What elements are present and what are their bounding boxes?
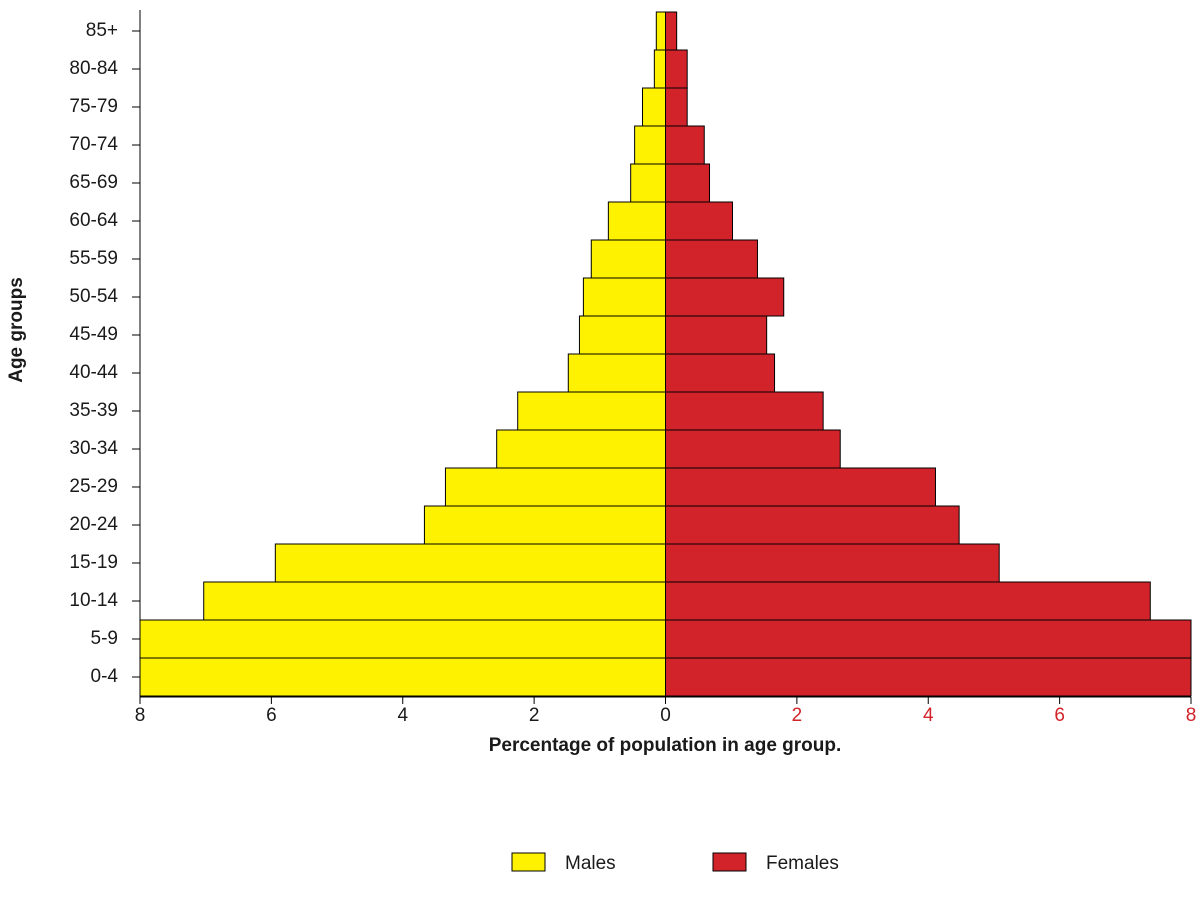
bar (665, 49, 688, 89)
y-tick-label: 45-49 (69, 324, 118, 345)
legend-label: Females (766, 853, 839, 874)
x-tick-label: 4 (397, 705, 408, 726)
y-tick-label: 20-24 (69, 514, 118, 535)
y-tick-label: 5-9 (91, 628, 118, 649)
y-tick-label: 80-84 (69, 58, 118, 79)
bar (582, 277, 666, 317)
x-tick-label: 2 (792, 705, 803, 726)
x-tick-label: 8 (1186, 705, 1197, 726)
bar (665, 391, 824, 431)
bar (653, 49, 667, 89)
x-axis-label: Percentage of population in age group. (489, 735, 842, 756)
bar (665, 353, 776, 393)
x-tick-label: 0 (660, 705, 671, 726)
bar (139, 657, 666, 697)
bar (665, 201, 734, 241)
bar (665, 657, 1192, 697)
x-tick-label: 8 (135, 705, 146, 726)
legend-swatch (712, 852, 747, 872)
y-tick-label: 40-44 (69, 362, 118, 383)
y-tick-label: 30-34 (69, 438, 118, 459)
y-tick-label: 60-64 (69, 210, 118, 231)
y-tick-label: 55-59 (69, 248, 118, 269)
y-axis-label: Age groups (6, 277, 27, 383)
bar (607, 201, 666, 241)
bar (517, 391, 666, 431)
bar (139, 619, 666, 659)
bar (665, 429, 841, 469)
y-tick-label: 10-14 (69, 590, 118, 611)
x-tick-label: 6 (1054, 705, 1065, 726)
y-tick-label: 35-39 (69, 400, 118, 421)
bar (665, 619, 1192, 659)
y-tick-label: 15-19 (69, 552, 118, 573)
bar (578, 315, 667, 355)
bar (665, 11, 678, 51)
bar (665, 239, 758, 279)
bar (665, 87, 688, 127)
x-tick-label: 6 (266, 705, 277, 726)
y-tick-label: 0-4 (91, 666, 119, 687)
bar (665, 315, 768, 355)
bar (665, 277, 785, 317)
y-tick-label: 25-29 (69, 476, 118, 497)
bar (630, 163, 666, 203)
bar (665, 581, 1151, 621)
y-tick-label: 75-79 (69, 96, 118, 117)
bar (423, 505, 666, 545)
y-tick-label: 65-69 (69, 172, 118, 193)
bar (665, 125, 705, 165)
bar (567, 353, 666, 393)
x-tick-label: 4 (923, 705, 934, 726)
x-tick-label: 2 (529, 705, 540, 726)
bar (634, 125, 667, 165)
legend-label: Males (565, 853, 616, 874)
bar (655, 11, 667, 51)
bar (590, 239, 667, 279)
y-tick-label: 85+ (86, 20, 118, 41)
bar (665, 505, 960, 545)
y-tick-label: 50-54 (69, 286, 118, 307)
bar (444, 467, 666, 507)
bar (642, 87, 667, 127)
bar (496, 429, 667, 469)
bar (665, 543, 1000, 583)
bar (665, 163, 711, 203)
bar (274, 543, 666, 583)
bar (665, 467, 936, 507)
y-tick-label: 70-74 (69, 134, 118, 155)
legend-swatch (511, 852, 546, 872)
bar (203, 581, 666, 621)
